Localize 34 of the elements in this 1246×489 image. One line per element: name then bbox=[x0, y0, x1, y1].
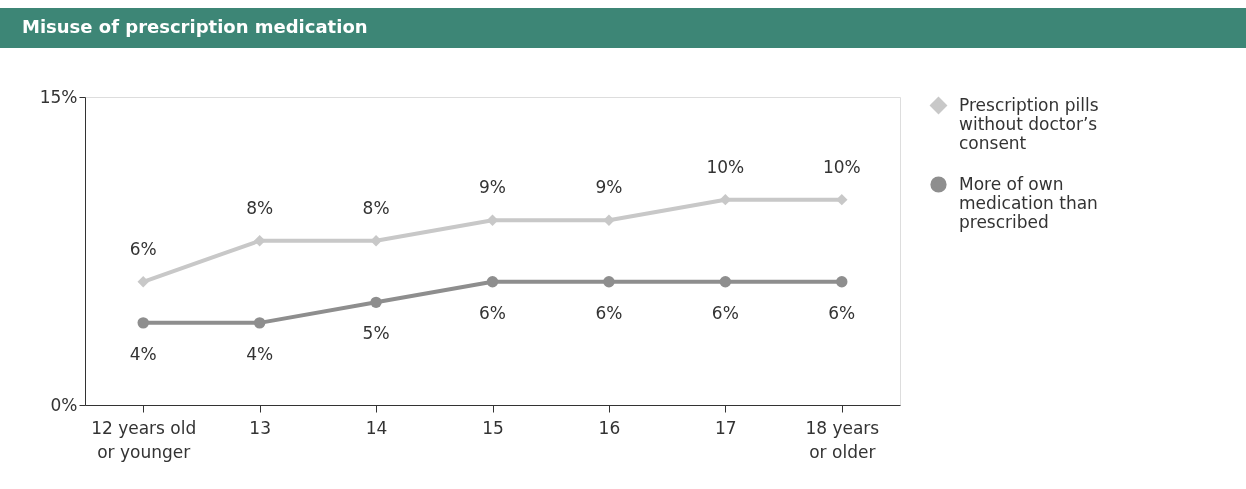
legend-label: Prescription pills without doctor’s consent bbox=[959, 94, 1099, 153]
text: 6% bbox=[828, 302, 856, 323]
text: 10% bbox=[822, 156, 861, 177]
x-tick-label: 12 years old or younger bbox=[91, 417, 197, 462]
text: 6% bbox=[595, 302, 623, 323]
y-tick-label: 0% bbox=[50, 394, 78, 415]
text: 9% bbox=[595, 177, 623, 198]
x-tick-label: 17 bbox=[715, 417, 737, 438]
x-tick-label: 15 bbox=[482, 417, 504, 438]
x-tick-label: 18 years or older bbox=[805, 417, 880, 462]
text: 6% bbox=[479, 302, 506, 323]
y-tick-label: 15% bbox=[39, 86, 78, 107]
point bbox=[603, 276, 615, 288]
text: 4% bbox=[246, 343, 274, 364]
point bbox=[253, 317, 266, 329]
point bbox=[370, 296, 382, 309]
text: 10% bbox=[706, 156, 745, 177]
text: 4% bbox=[129, 343, 157, 364]
x-tick-label: 13 bbox=[249, 417, 271, 438]
legend-label: More of own medication than prescribed bbox=[959, 173, 1098, 232]
chart-title: Misuse of prescription medication bbox=[22, 16, 368, 37]
text: 5% bbox=[362, 323, 390, 344]
text: 8% bbox=[362, 197, 390, 218]
point bbox=[137, 317, 149, 329]
x-tick-label: 16 bbox=[598, 417, 621, 438]
text: 6% bbox=[711, 302, 739, 323]
point bbox=[836, 276, 848, 288]
point bbox=[719, 276, 732, 288]
text: 9% bbox=[479, 177, 506, 198]
point bbox=[137, 276, 149, 288]
text: 8% bbox=[246, 197, 274, 218]
point bbox=[486, 276, 499, 288]
text: 6% bbox=[129, 238, 157, 259]
x-tick-label: 14 bbox=[365, 417, 388, 438]
